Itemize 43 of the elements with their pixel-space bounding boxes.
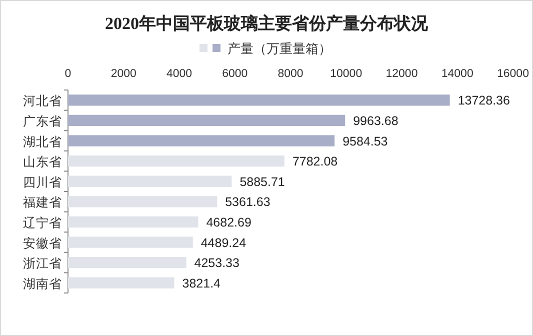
产量（万重量箱）: 13728.36 9963.68 9584.53 7782.08 5885.71 5361.63 4682.69 4489.24 4253.33 3821.4 (68, 94, 510, 290)
data-label: 9584.53 (342, 134, 388, 148)
data-label: 7782.08 (292, 154, 338, 169)
bar (68, 236, 193, 248)
bar (68, 256, 186, 268)
x-tick-label: 10000 (330, 68, 362, 80)
data-label: 3821.4 (182, 276, 221, 290)
data-label: 5885.71 (240, 174, 285, 189)
y-tick-label: 四川省 (23, 175, 62, 190)
y-tick-label: 辽宁省 (23, 214, 62, 230)
y-tick-label: 湖南省 (23, 276, 62, 291)
y-tick-label: 湖北省 (23, 134, 62, 149)
bar (68, 114, 346, 126)
bar (68, 135, 335, 146)
bar (68, 277, 174, 288)
bar (68, 94, 450, 106)
bar (68, 155, 284, 167)
x-tick-label: 6000 (222, 68, 248, 80)
data-label: 5361.63 (225, 195, 270, 210)
y-tick-label: 广东省 (23, 114, 62, 128)
x-tick-label: 14000 (441, 68, 474, 80)
data-label: 9963.68 (353, 114, 398, 128)
x-tick-label: 4000 (166, 68, 192, 80)
x-tick-label: 12000 (386, 68, 418, 80)
legend-label: 产量（万重量箱） (228, 41, 332, 56)
data-label: 4253.33 (194, 256, 240, 270)
y-tick-label: 福建省 (23, 196, 62, 210)
data-label: 13728.36 (458, 94, 510, 108)
bar (68, 216, 198, 228)
x-tick-label: 16000 (497, 68, 529, 80)
bar (68, 196, 218, 208)
x-tick-label: 2000 (110, 68, 136, 80)
y-tick-label: 山东省 (23, 155, 62, 170)
y-tick-label: 安徽省 (23, 235, 62, 250)
y-tick-label: 浙江省 (23, 256, 62, 271)
y-tick-label: 河北省 (23, 94, 62, 108)
x-tick-label: 0 (64, 68, 72, 80)
data-label: 4682.69 (206, 215, 252, 230)
data-label: 4489.24 (200, 236, 246, 250)
x-tick-label: 8000 (278, 68, 304, 80)
chart-title: 2020年中国平板玻璃主要省份产量分布状况 (105, 14, 429, 33)
legend: 产量（万重量箱） (200, 41, 332, 56)
bar (68, 176, 232, 187)
